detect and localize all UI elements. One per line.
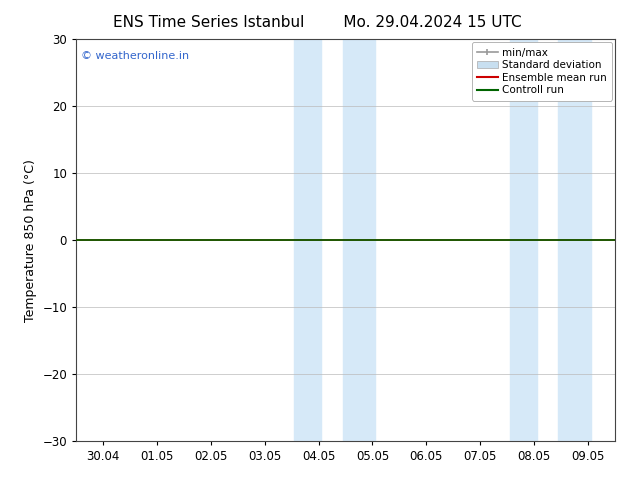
- Bar: [343, 39, 375, 441]
- Bar: [510, 39, 537, 441]
- Bar: [294, 39, 321, 441]
- Text: © weatheronline.in: © weatheronline.in: [81, 51, 190, 61]
- Text: ENS Time Series Istanbul        Mo. 29.04.2024 15 UTC: ENS Time Series Istanbul Mo. 29.04.2024 …: [113, 15, 521, 30]
- Bar: [559, 39, 591, 441]
- Y-axis label: Temperature 850 hPa (°C): Temperature 850 hPa (°C): [23, 159, 37, 321]
- Legend: min/max, Standard deviation, Ensemble mean run, Controll run: min/max, Standard deviation, Ensemble me…: [472, 42, 612, 100]
